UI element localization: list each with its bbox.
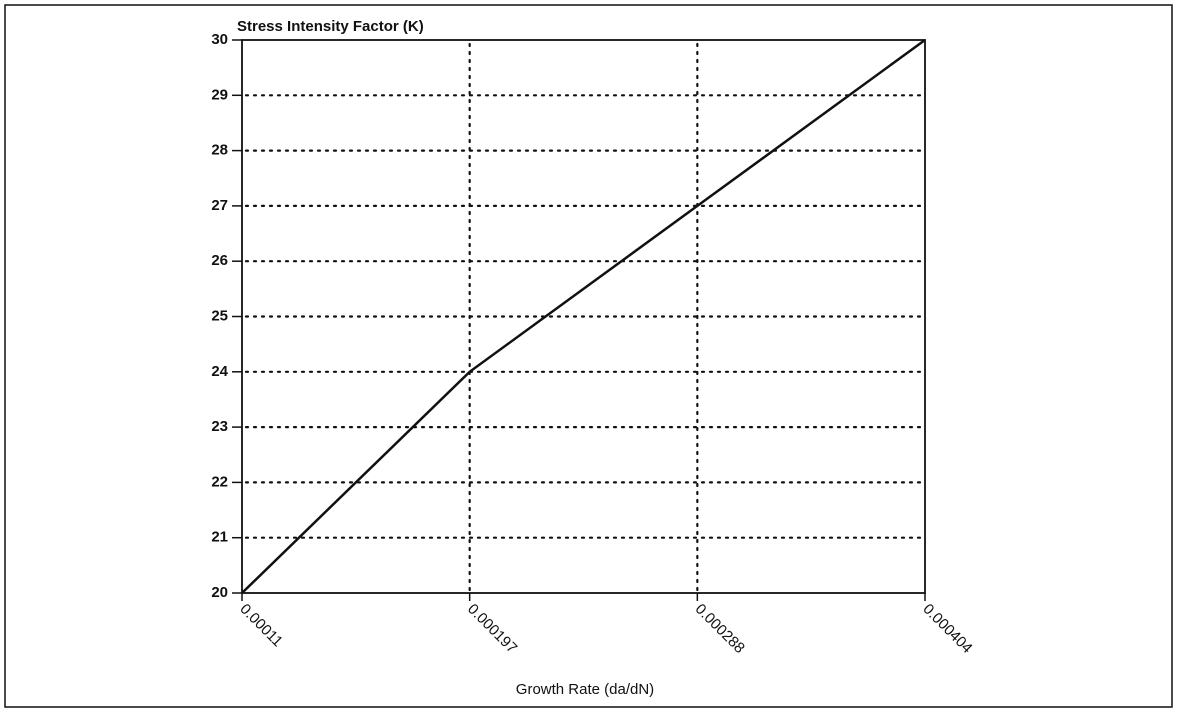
y-tick-label: 27	[211, 197, 228, 214]
y-tick-label: 22	[211, 473, 228, 490]
x-tick-label: 0.00011	[236, 601, 286, 651]
y-tick-label: 29	[211, 86, 228, 103]
x-tick-label: 0.000197	[464, 601, 520, 657]
y-tick-label: 23	[211, 418, 228, 435]
outer-frame	[4, 4, 1173, 708]
y-tick-label: 30	[211, 31, 228, 48]
x-tick-label: 0.000288	[692, 601, 748, 657]
y-tick-label: 24	[211, 363, 228, 380]
y-tick-label: 28	[211, 142, 228, 159]
y-tick-label: 25	[211, 307, 228, 324]
x-tick-label: 0.000404	[919, 601, 975, 657]
y-tick-label: 21	[211, 529, 228, 546]
x-axis-label: Growth Rate (da/dN)	[516, 681, 654, 698]
y-axis-label: Stress Intensity Factor (K)	[237, 18, 424, 35]
y-tick-label: 20	[211, 584, 228, 601]
plot-frame	[241, 39, 926, 594]
data-line	[241, 38, 926, 594]
y-tick-label: 26	[211, 252, 228, 269]
